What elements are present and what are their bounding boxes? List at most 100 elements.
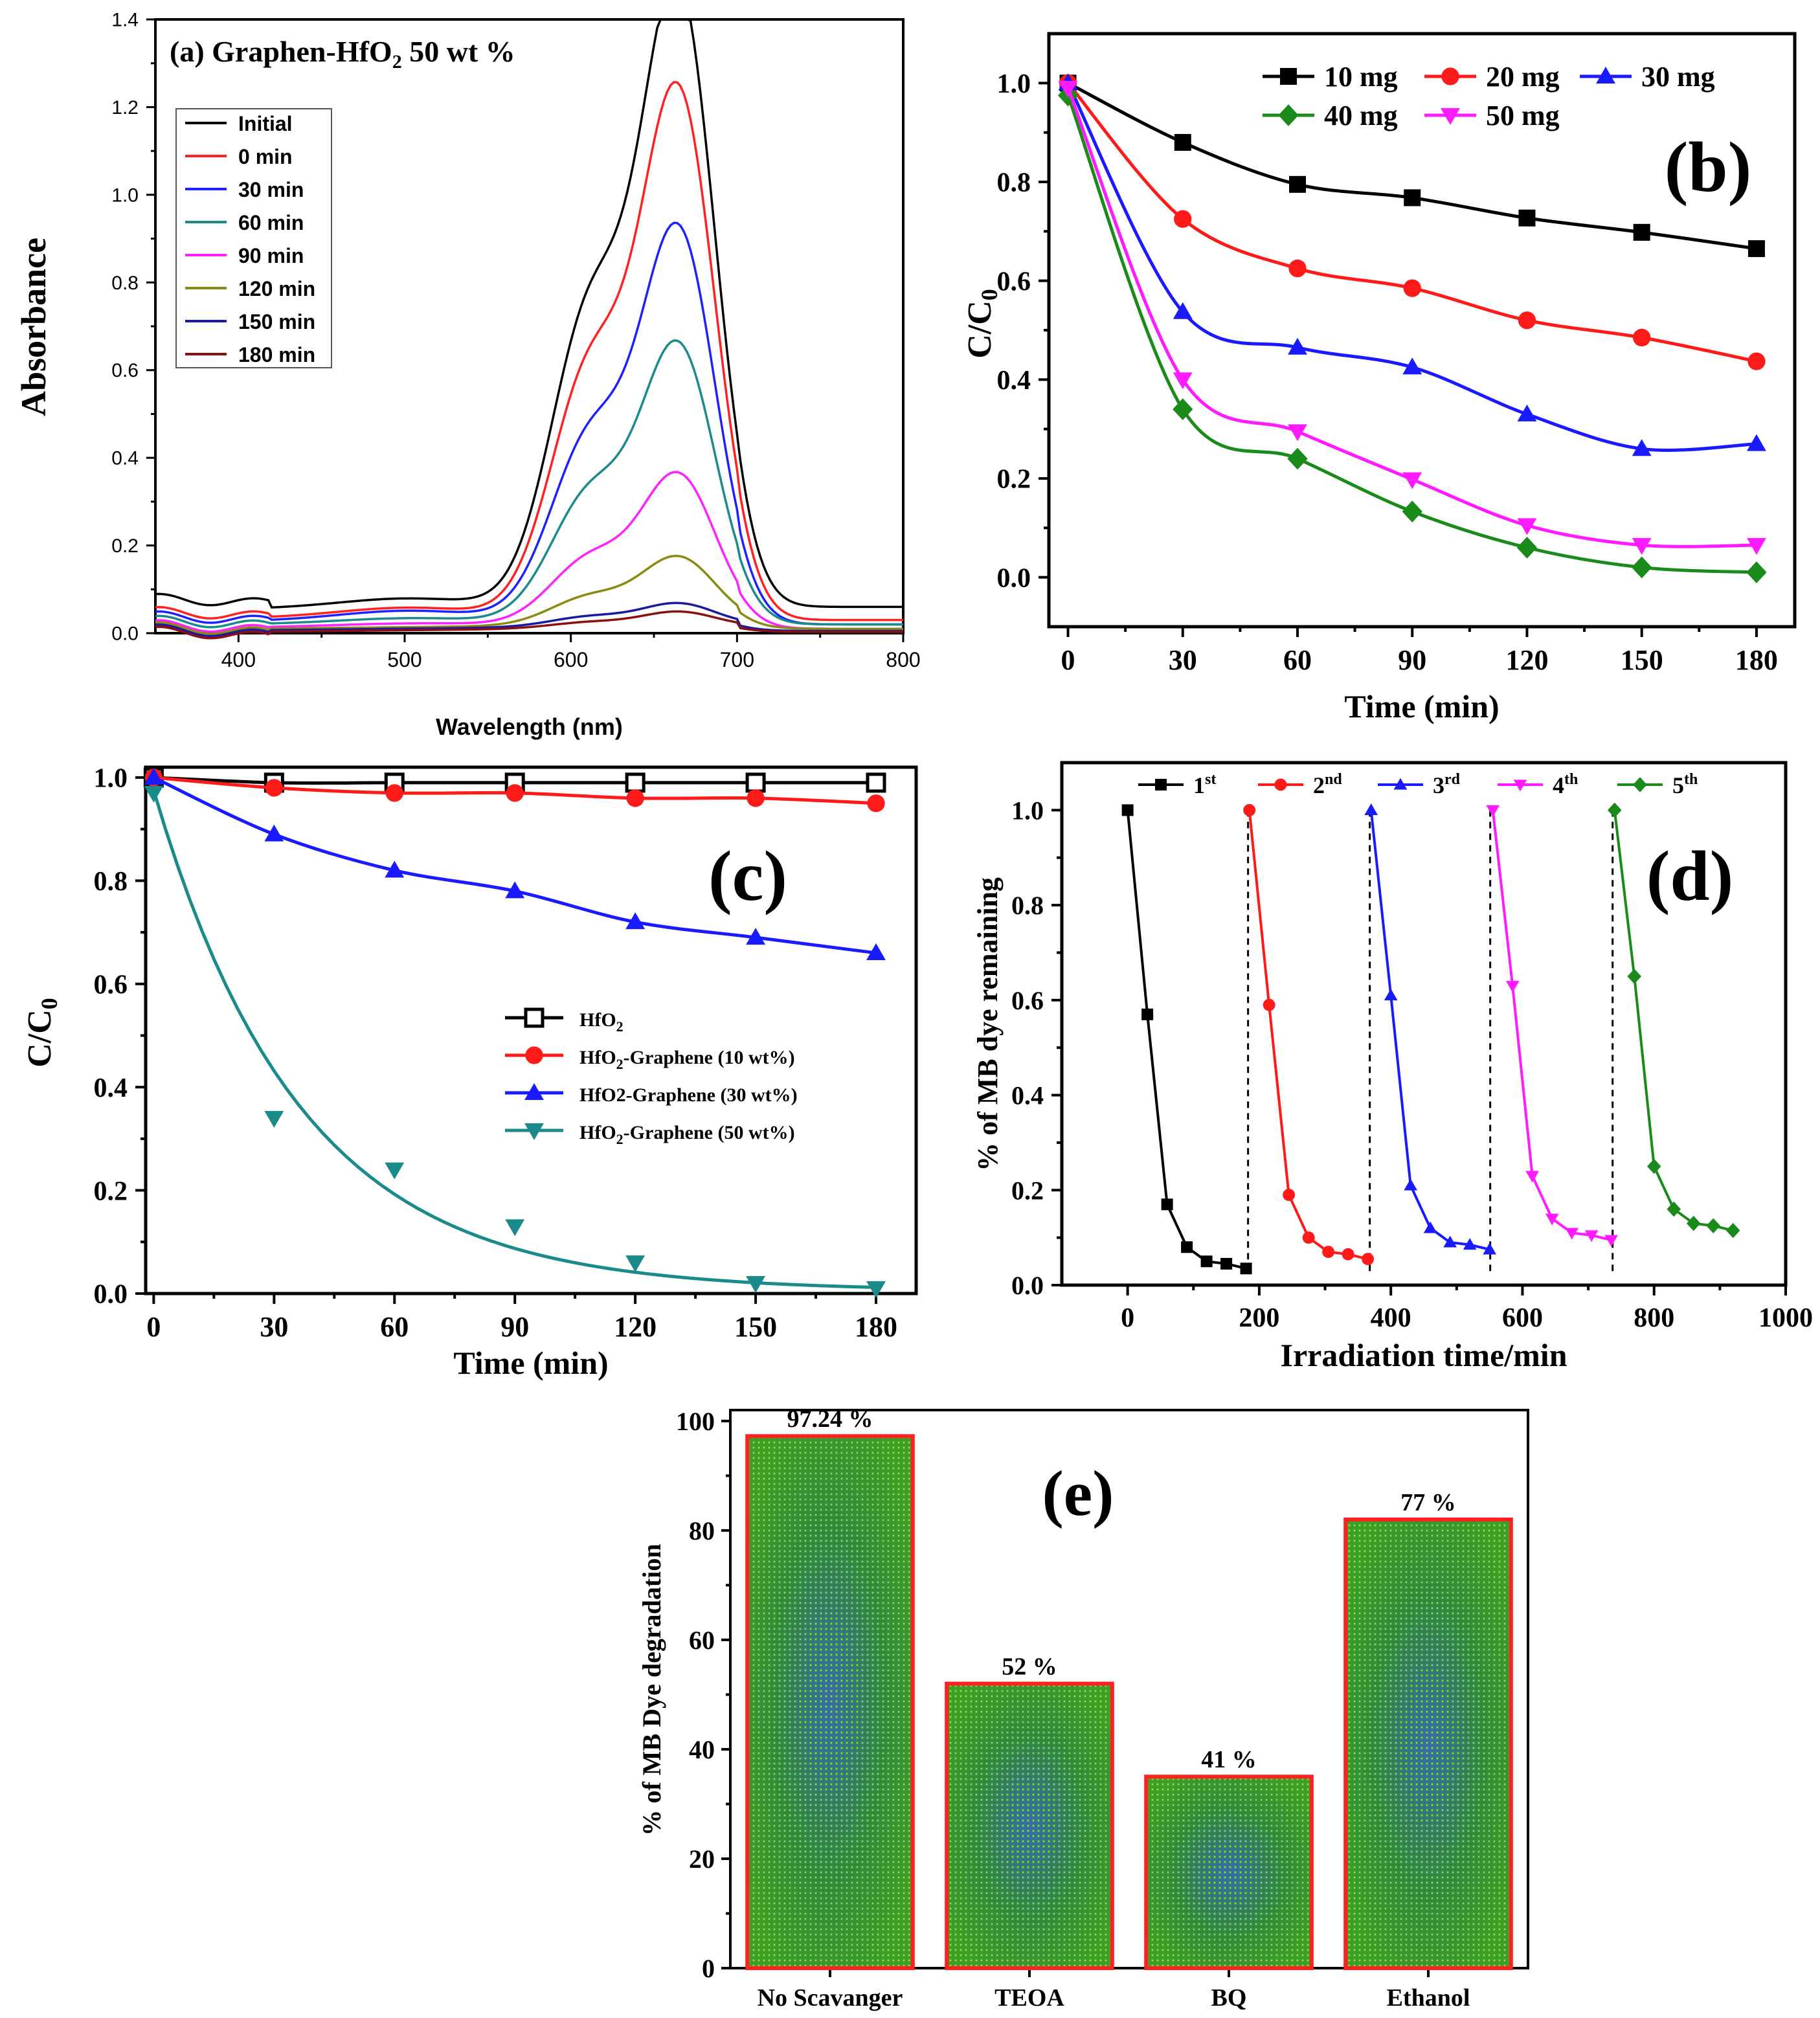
panel-c-legend-marker xyxy=(524,1083,544,1101)
panel-d-data-point xyxy=(1263,998,1275,1011)
panel-b-data-point xyxy=(1288,337,1307,355)
panel-c-legend-label: HfO2-Graphene (30 wt%) xyxy=(579,1084,798,1106)
panel-b-data-point xyxy=(1633,328,1651,347)
panel-b-data-point xyxy=(1633,223,1650,241)
panel-a-series-line xyxy=(155,221,903,626)
panel-e-bars: 97.24 % 52 % 41 % 77 % xyxy=(745,1406,1513,1971)
panel-d-legend-label: 3rd xyxy=(1433,771,1461,798)
panel-b-label: (b) xyxy=(1665,128,1751,207)
panel-d-data-point xyxy=(1302,1231,1315,1244)
panel-b-data-point xyxy=(1402,357,1422,375)
panel-b-data-point xyxy=(1747,352,1766,370)
panel-d-data-point xyxy=(1525,1171,1540,1183)
panel-d-series-lines xyxy=(1121,802,1740,1275)
panel-d-data-point xyxy=(1362,1253,1375,1266)
a-y-tick-label: 0.2 xyxy=(111,535,139,557)
panel-c-axis-ticks: 0 30 60 90 120 150 180 0.0 0.2 0.4 0.6 0.8 1.0 xyxy=(94,764,898,1343)
panel-d-data-point xyxy=(1486,805,1500,817)
panel-c-data-point xyxy=(505,881,525,899)
panel-b-x-axis-label: Time (min) xyxy=(1344,688,1499,724)
panel-b-data-point xyxy=(1288,424,1307,442)
d-y-tick-label: 0.0 xyxy=(1011,1271,1044,1300)
c-x-tick-label: 0 xyxy=(146,1311,161,1343)
panel-c-data-point xyxy=(626,789,644,807)
panel-c-label: (c) xyxy=(708,836,787,915)
panel-e-category-label: BQ xyxy=(1211,1984,1247,2012)
c-y-tick-label: 0.2 xyxy=(94,1176,128,1206)
panel-e-bar-outline xyxy=(1144,1775,1314,1970)
panel-c-legend-marker xyxy=(524,1123,544,1140)
panel-d-data-point xyxy=(1725,1222,1740,1239)
panel-c-data-point xyxy=(144,785,164,803)
panel-d-legend-label: 2nd xyxy=(1313,771,1342,798)
panel-c-x-axis-label: Time (min) xyxy=(453,1345,608,1381)
panel-b-series-line xyxy=(1066,82,1757,363)
d-x-tick-label: 200 xyxy=(1239,1303,1279,1333)
panel-b-data-point xyxy=(1746,561,1767,583)
panel-b-data-point xyxy=(1173,398,1193,421)
a-y-tick-label: 1.0 xyxy=(111,185,139,206)
c-y-tick-label: 0.6 xyxy=(94,970,128,1000)
panel-d-legend-label: 5th xyxy=(1672,771,1698,798)
panel-b-data-point xyxy=(1402,472,1422,489)
panel-c-data-point xyxy=(866,772,886,793)
panel-b-legend-label: 20 mg xyxy=(1486,61,1560,93)
panel-d-data-point xyxy=(1483,1242,1496,1255)
panel-b-legend-label: 40 mg xyxy=(1324,100,1398,131)
panel-d-data-point xyxy=(1604,1235,1619,1247)
panel-e-y-tick-label: 40 xyxy=(689,1735,715,1764)
a-x-tick-label: 700 xyxy=(720,648,754,671)
panel-b-data-point xyxy=(1174,210,1192,228)
panel-b-data-point xyxy=(1287,447,1308,470)
panel-e-category-label: Ethanol xyxy=(1387,1984,1470,2012)
d-y-tick-label: 1.0 xyxy=(1011,796,1044,825)
panel-b-plot-frame xyxy=(1047,32,1797,629)
panel-d-data-point xyxy=(1240,1262,1252,1275)
panel-e-y-tick-label: 80 xyxy=(689,1516,715,1545)
panel-a-series-line xyxy=(155,18,903,609)
panel-b-data-point xyxy=(1173,372,1193,390)
panel-e-bar-outline xyxy=(945,1681,1114,1971)
a-x-tick-label: 400 xyxy=(221,648,256,671)
a-y-tick-label: 1.2 xyxy=(111,97,139,118)
panel-d-data-point xyxy=(1322,1246,1335,1259)
panel-d-series-line xyxy=(1369,810,1490,1251)
panel-a-legend-label: 0 min xyxy=(238,145,293,168)
panel-e-bar-value-label: 77 % xyxy=(1400,1489,1456,1516)
panel-b-y-axis-label: C/C0 xyxy=(961,289,1002,359)
panel-d-data-point xyxy=(1505,981,1520,993)
panel-d-data-point xyxy=(1141,1008,1154,1020)
c-y-tick-label: 0.8 xyxy=(94,867,128,897)
panel-c-legend-label: HfO2 xyxy=(579,1009,624,1035)
panel-c-data-point xyxy=(747,789,765,807)
panel-a-series-line xyxy=(155,339,903,629)
panel-e-category-label: No Scavanger xyxy=(758,1984,903,2012)
panel-b-legend-marker xyxy=(1441,67,1459,85)
panel-c-data-point xyxy=(264,824,284,842)
panel-b-legend-marker xyxy=(1441,107,1460,125)
panel-d-data-point xyxy=(1463,1238,1477,1250)
b-y-tick-label: 0.8 xyxy=(997,168,1031,198)
panel-e-category-label: TEOA xyxy=(994,1984,1064,2012)
panel-d-data-point xyxy=(1283,1189,1296,1202)
a-x-tick-label: 800 xyxy=(886,648,920,671)
c-x-tick-label: 60 xyxy=(380,1311,409,1343)
panel-d-data-point xyxy=(1584,1230,1599,1242)
panel-d-data-point xyxy=(1667,1201,1681,1217)
panel-e-axis-ticks: 0 20 40 60 80 100 No Scavanger TEOA BQ Ethanol xyxy=(676,1407,1470,2012)
panel-d-data-point xyxy=(1443,1235,1457,1248)
panel-b-data-point xyxy=(1518,311,1536,330)
panel-e-bar-texture xyxy=(1146,1777,1312,1968)
panel-b-data-point xyxy=(1288,259,1307,278)
panel-d-legend: 1st 2nd 3rd 4th 5th xyxy=(1138,771,1698,798)
panel-b-data-point xyxy=(1058,80,1078,98)
panel-d-cycle-separators xyxy=(1247,810,1614,1276)
panel-d-data-point xyxy=(1627,969,1642,984)
panel-a-legend-label: 180 min xyxy=(238,343,315,366)
panel-b-legend: 10 mg 20 mg 30 mg 40 mg 50 mg xyxy=(1263,61,1715,131)
panel-c-data-point xyxy=(625,772,646,793)
panel-d-plot-frame xyxy=(1060,761,1788,1287)
panel-b-series-line xyxy=(1067,82,1757,251)
panel-a-legend-label: Initial xyxy=(238,112,293,135)
